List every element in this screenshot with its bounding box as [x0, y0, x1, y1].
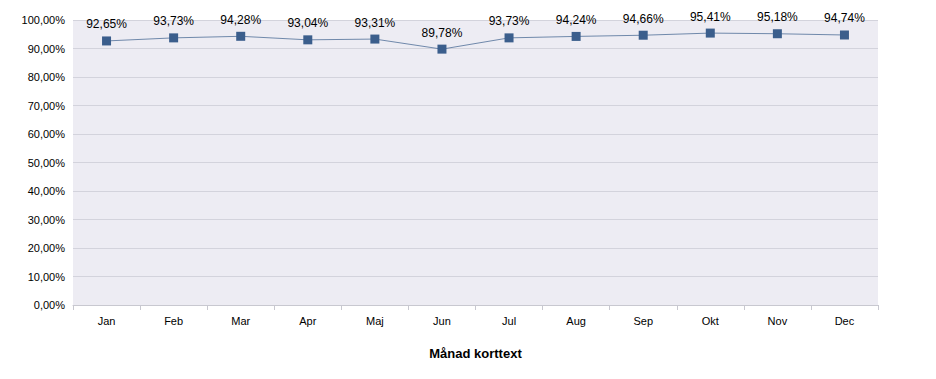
svg-text:Aug: Aug	[566, 315, 586, 327]
svg-text:89,78%: 89,78%	[422, 26, 463, 40]
svg-text:94,28%: 94,28%	[220, 13, 261, 27]
svg-text:94,66%: 94,66%	[623, 12, 664, 26]
svg-text:Jun: Jun	[433, 315, 451, 327]
svg-text:Apr: Apr	[299, 315, 316, 327]
svg-text:40,00%: 40,00%	[28, 185, 66, 197]
svg-text:93,73%: 93,73%	[153, 14, 194, 28]
svg-text:Mar: Mar	[231, 315, 250, 327]
svg-text:92,65%: 92,65%	[86, 17, 127, 31]
svg-text:Sep: Sep	[633, 315, 653, 327]
svg-text:80,00%: 80,00%	[28, 71, 66, 83]
svg-text:95,41%: 95,41%	[690, 10, 731, 24]
svg-text:90,00%: 90,00%	[28, 43, 66, 55]
svg-text:30,00%: 30,00%	[28, 214, 66, 226]
svg-text:93,04%: 93,04%	[287, 16, 328, 30]
svg-text:70,00%: 70,00%	[28, 100, 66, 112]
svg-text:Jan: Jan	[98, 315, 116, 327]
svg-text:94,74%: 94,74%	[824, 11, 865, 25]
svg-text:95,18%: 95,18%	[757, 10, 798, 24]
svg-text:60,00%: 60,00%	[28, 128, 66, 140]
svg-text:10,00%: 10,00%	[28, 271, 66, 283]
svg-text:93,73%: 93,73%	[489, 14, 530, 28]
svg-text:20,00%: 20,00%	[28, 242, 66, 254]
svg-text:50,00%: 50,00%	[28, 157, 66, 169]
svg-text:100,00%: 100,00%	[22, 14, 66, 26]
svg-text:Månad korttext: Månad korttext	[429, 346, 522, 361]
svg-text:93,31%: 93,31%	[355, 16, 396, 30]
svg-text:Jul: Jul	[502, 315, 516, 327]
svg-text:Dec: Dec	[835, 315, 855, 327]
svg-text:Maj: Maj	[366, 315, 384, 327]
svg-text:Nov: Nov	[768, 315, 788, 327]
svg-text:Feb: Feb	[164, 315, 183, 327]
svg-text:Okt: Okt	[702, 315, 719, 327]
svg-text:0,00%: 0,00%	[34, 299, 65, 311]
svg-text:94,24%: 94,24%	[556, 13, 597, 27]
